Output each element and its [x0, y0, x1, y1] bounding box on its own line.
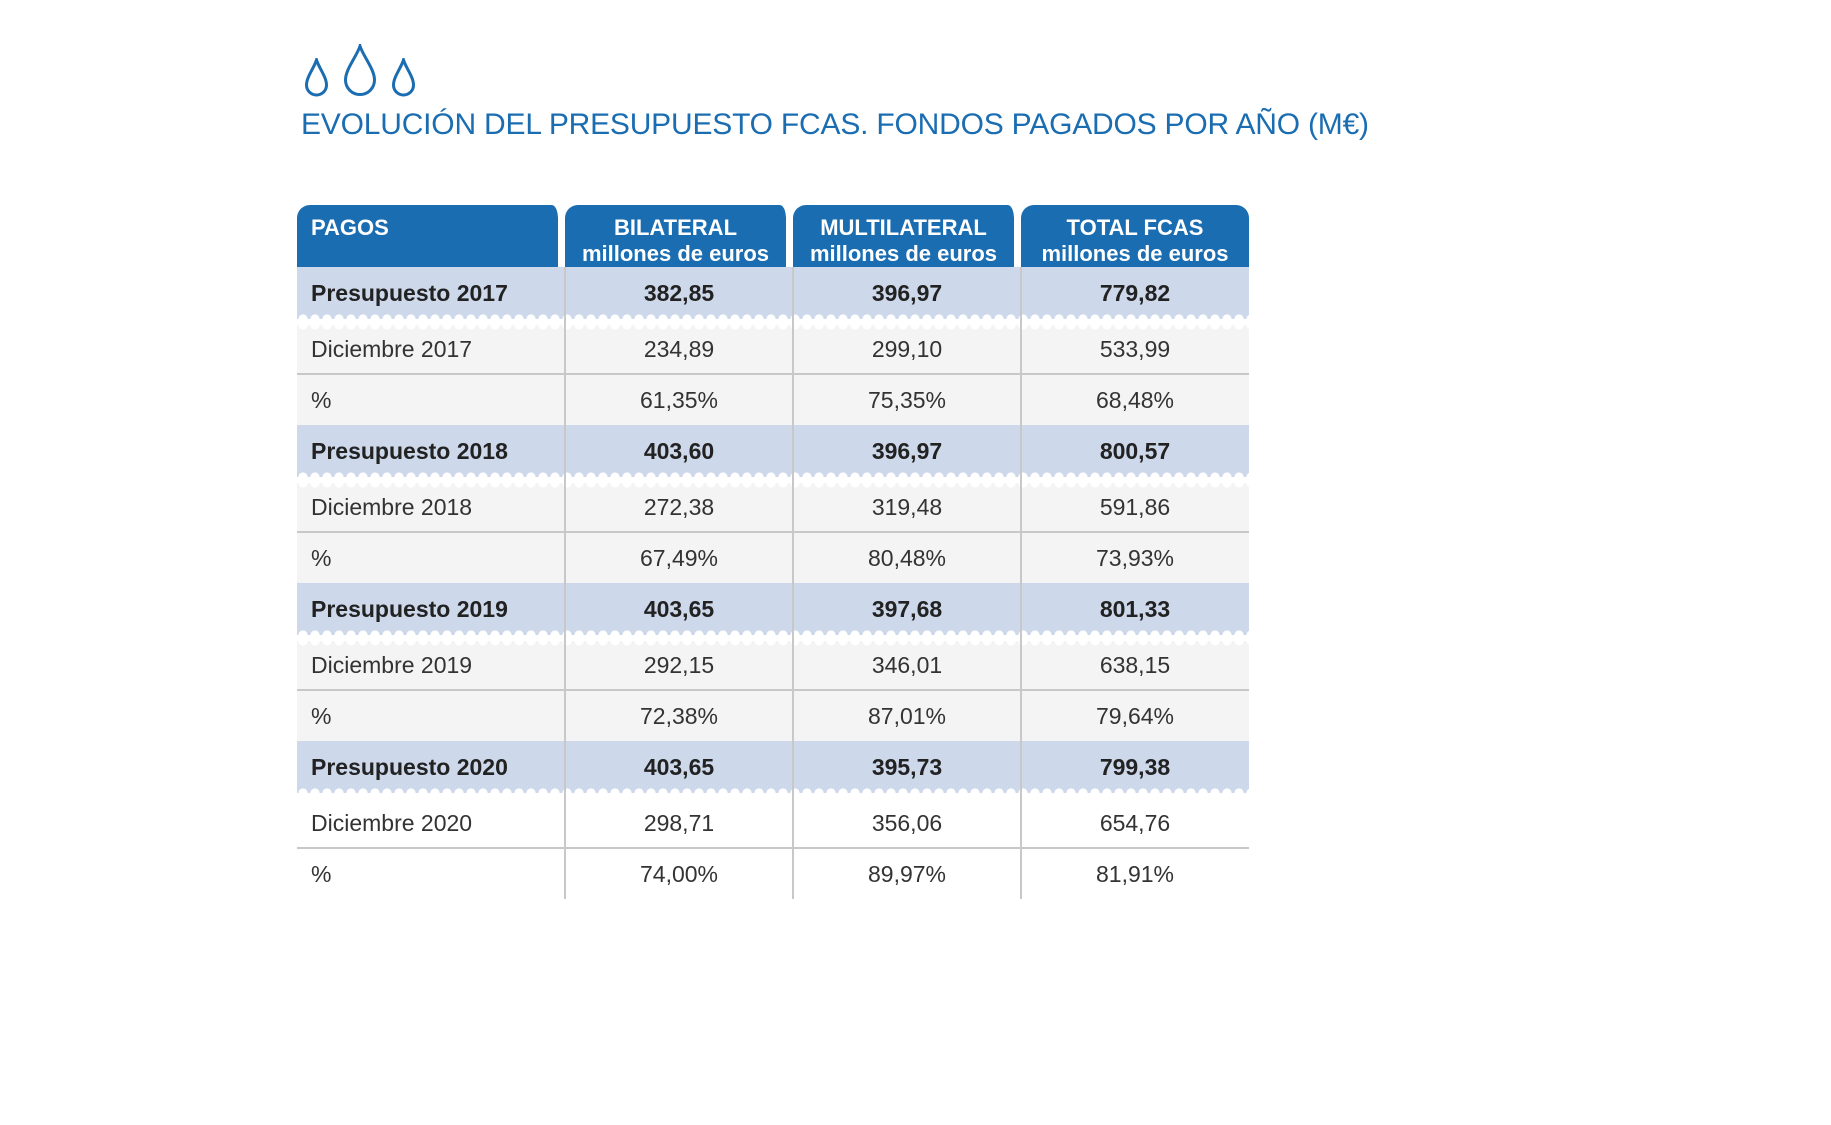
cell-total: 81,91%: [1095, 860, 1174, 887]
water-drop-icon: [304, 58, 329, 97]
water-drop-icon: [343, 44, 377, 96]
table-row-pct-2017: % 61,35% 75,35% 68,48%: [297, 375, 1249, 425]
cell-bilateral: 292,15: [643, 651, 715, 678]
cell-bilateral: 382,85: [643, 279, 715, 306]
cell-total: 799,38: [1099, 753, 1171, 780]
cell-multilateral: 299,10: [871, 335, 943, 362]
column-header-multilateral: MULTILATERAL millones de euros: [793, 205, 1021, 267]
table-row-pct-2019: % 72,38% 87,01% 79,64%: [297, 691, 1249, 741]
cell-multilateral: 87,01%: [867, 702, 946, 729]
cell-multilateral: 396,97: [871, 279, 943, 306]
row-label: Diciembre 2020: [311, 809, 473, 836]
cell-total: 801,33: [1099, 595, 1171, 622]
cell-total: 533,99: [1099, 335, 1171, 362]
row-separator: [297, 630, 1249, 646]
column-separator-line: [1020, 267, 1022, 899]
cell-total: 800,57: [1099, 437, 1171, 464]
row-divider: [297, 689, 1249, 691]
column-sublabel: millones de euros: [809, 241, 998, 266]
cell-total: 654,76: [1099, 809, 1171, 836]
column-header-bilateral: BILATERAL millones de euros: [565, 205, 793, 267]
row-separator: [297, 314, 1249, 330]
column-sublabel: millones de euros: [1041, 241, 1229, 266]
cell-bilateral: 403,65: [643, 753, 715, 780]
row-label: Diciembre 2017: [311, 335, 473, 362]
water-drops-icon: [303, 42, 417, 98]
page-title: EVOLUCIÓN DEL PRESUPUESTO FCAS. FONDOS P…: [301, 108, 1369, 141]
cell-bilateral: 234,89: [643, 335, 715, 362]
water-drop-icon: [391, 58, 416, 97]
row-label: %: [311, 702, 332, 729]
cell-multilateral: 346,01: [871, 651, 943, 678]
cell-multilateral: 80,48%: [867, 544, 946, 571]
row-label: Presupuesto 2017: [311, 279, 508, 306]
cell-multilateral: 356,06: [871, 809, 943, 836]
row-label: %: [311, 544, 332, 571]
cell-multilateral: 397,68: [871, 595, 943, 622]
column-separator-line: [564, 267, 566, 899]
row-divider: [297, 847, 1249, 849]
column-header-pagos: PAGOS: [297, 205, 565, 267]
cell-total: 779,82: [1099, 279, 1171, 306]
cell-total: 638,15: [1099, 651, 1171, 678]
table-row-presupuesto-2020: Presupuesto 2020 403,65 395,73 799,38: [297, 741, 1249, 793]
column-label: PAGOS: [311, 215, 389, 240]
row-label: Presupuesto 2018: [311, 437, 508, 464]
cell-multilateral: 396,97: [871, 437, 943, 464]
cell-bilateral: 74,00%: [639, 860, 718, 887]
table-row-pct-2018: % 67,49% 80,48% 73,93%: [297, 533, 1249, 583]
cell-total: 73,93%: [1095, 544, 1174, 571]
cell-bilateral: 298,71: [643, 809, 715, 836]
cell-bilateral: 403,60: [643, 437, 715, 464]
table-row-diciembre-2019: Diciembre 2019 292,15 346,01 638,15: [297, 641, 1249, 689]
table-body: Presupuesto 2017 382,85 396,97 779,82 Di…: [297, 267, 1249, 899]
column-sublabel: millones de euros: [581, 241, 770, 266]
cell-bilateral: 403,65: [643, 595, 715, 622]
cell-multilateral: 319,48: [871, 493, 943, 520]
row-label: Presupuesto 2019: [311, 595, 508, 622]
row-label: %: [311, 386, 332, 413]
row-label: Presupuesto 2020: [311, 753, 508, 780]
table-row-presupuesto-2019: Presupuesto 2019 403,65 397,68 801,33: [297, 583, 1249, 635]
table-row-diciembre-2020: Diciembre 2020 298,71 356,06 654,76: [297, 799, 1249, 847]
column-label: TOTAL FCAS: [1066, 215, 1204, 240]
row-divider: [297, 531, 1249, 533]
column-label: MULTILATERAL: [820, 215, 987, 240]
table-row-diciembre-2018: Diciembre 2018 272,38 319,48 591,86: [297, 483, 1249, 531]
cell-bilateral: 67,49%: [639, 544, 718, 571]
table-header-row: PAGOS BILATERAL millones de euros MULTIL…: [297, 205, 1249, 267]
row-divider: [297, 373, 1249, 375]
cell-multilateral: 75,35%: [867, 386, 946, 413]
row-label: Diciembre 2019: [311, 651, 473, 678]
column-separator-line: [792, 267, 794, 899]
table-row-diciembre-2017: Diciembre 2017 234,89 299,10 533,99: [297, 325, 1249, 373]
cell-multilateral: 89,97%: [867, 860, 946, 887]
table-row-presupuesto-2018: Presupuesto 2018 403,60 396,97 800,57: [297, 425, 1249, 477]
budget-table: PAGOS BILATERAL millones de euros MULTIL…: [297, 205, 1249, 899]
table-row-pct-2020: % 74,00% 89,97% 81,91%: [297, 849, 1249, 899]
cell-bilateral: 61,35%: [639, 386, 718, 413]
column-label: BILATERAL: [613, 215, 738, 240]
table-row-presupuesto-2017: Presupuesto 2017 382,85 396,97 779,82: [297, 267, 1249, 319]
row-label: Diciembre 2018: [311, 493, 473, 520]
cell-total: 79,64%: [1095, 702, 1174, 729]
row-separator: [297, 472, 1249, 488]
cell-total: 591,86: [1099, 493, 1171, 520]
column-header-total-fcas: TOTAL FCAS millones de euros: [1021, 205, 1249, 267]
row-label: %: [311, 860, 332, 887]
row-separator: [297, 788, 1249, 804]
cell-total: 68,48%: [1095, 386, 1174, 413]
cell-multilateral: 395,73: [871, 753, 943, 780]
cell-bilateral: 72,38%: [639, 702, 718, 729]
cell-bilateral: 272,38: [643, 493, 715, 520]
